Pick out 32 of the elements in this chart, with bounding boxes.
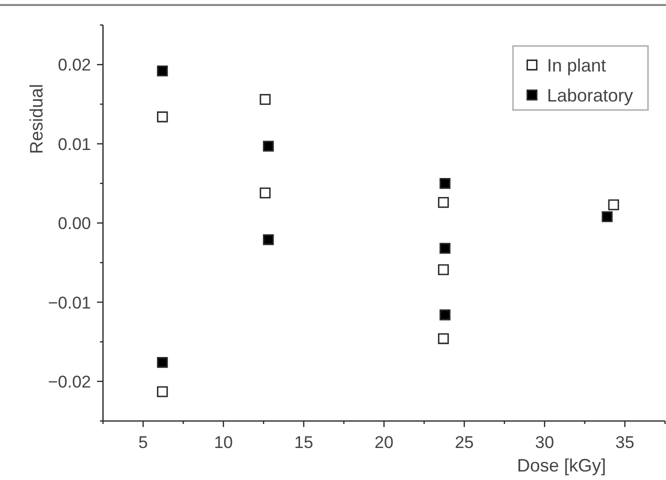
point xyxy=(440,242,450,254)
y-tick-label: 0.01 xyxy=(58,134,91,154)
y-tick-label: 0.00 xyxy=(58,214,91,234)
point xyxy=(260,94,271,105)
x-tick-label: 15 xyxy=(294,433,314,452)
x-tick-label: 30 xyxy=(535,433,554,452)
point xyxy=(438,196,449,208)
x-tick-label: 10 xyxy=(214,433,233,452)
x-tick-label: 35 xyxy=(615,433,634,452)
x-axis-title: Dose [kGy] xyxy=(516,455,606,476)
point xyxy=(602,211,613,222)
x-tick-label: 20 xyxy=(374,433,394,452)
point xyxy=(438,333,449,344)
point xyxy=(156,386,168,398)
point xyxy=(262,140,274,152)
y-tick-label: −0.01 xyxy=(48,293,91,312)
legend-label: In plant xyxy=(547,55,606,76)
y-tick-label: −0.02 xyxy=(48,372,91,392)
legend-label: Laboratory xyxy=(547,85,634,106)
point xyxy=(156,356,168,368)
point xyxy=(608,199,620,210)
point xyxy=(440,309,450,320)
point xyxy=(262,234,274,246)
point xyxy=(156,65,168,76)
x-tick-label: 25 xyxy=(454,433,474,452)
y-axis-title: Residual xyxy=(26,84,46,154)
point xyxy=(438,264,449,276)
x-tick-label: 5 xyxy=(138,433,148,452)
point xyxy=(156,111,168,122)
point xyxy=(440,178,450,189)
point xyxy=(260,187,271,198)
y-tick-label: 0.02 xyxy=(58,56,91,75)
